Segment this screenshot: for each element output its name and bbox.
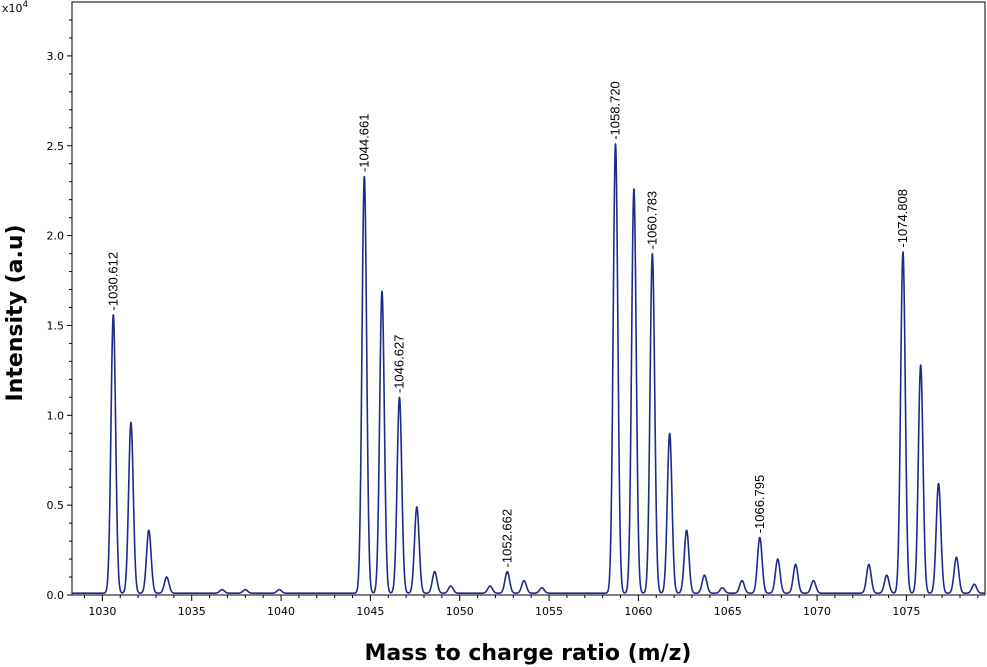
peak-labels: -1030.612 -1044.661 -1046.627 -1052.662 -105… <box>105 81 910 575</box>
x-tick-label: 1060 <box>624 605 652 618</box>
peak-label: -1044.661 <box>356 114 371 173</box>
peak-label: -1060.783 <box>644 191 659 250</box>
y-tick-label: 0.5 <box>47 499 65 512</box>
y-axis-title: Intensity (a.u) <box>3 224 28 401</box>
y-tick-label: 2.0 <box>47 230 65 243</box>
peak-point <box>758 538 761 541</box>
x-tick-label: 1055 <box>535 605 563 618</box>
peak-point <box>112 315 115 318</box>
peak-point <box>902 252 904 255</box>
peak-label: -1030.612 <box>105 252 120 311</box>
peak-label: -1066.795 <box>752 475 767 534</box>
peak-point <box>506 572 509 575</box>
y-axis: 0.0 0.5 1.0 1.5 2.0 2.5 3.0 <box>47 19 72 602</box>
y-scale-exponent: 4 <box>23 0 29 10</box>
x-tick-label: 1065 <box>714 605 742 618</box>
x-tick-label: 1040 <box>267 605 295 618</box>
spectrum-series <box>71 143 986 594</box>
x-tick-label: 1075 <box>892 605 920 618</box>
y-tick-label: 1.0 <box>47 409 65 422</box>
peak-label: -1058.720 <box>608 81 623 140</box>
y-scale-factor: x104 <box>2 0 29 15</box>
y-scale-base: x10 <box>2 2 23 15</box>
y-tick-label: 0.0 <box>47 589 65 602</box>
y-tick-label: 3.0 <box>47 50 65 63</box>
x-tick-label: 1050 <box>446 605 474 618</box>
x-tick-label: 1070 <box>803 605 831 618</box>
x-axis-title: Mass to charge ratio (m/z) <box>364 641 691 666</box>
x-tick-label: 1035 <box>178 605 206 618</box>
peak-point <box>398 398 401 400</box>
peak-point <box>363 177 366 179</box>
y-tick-label: 2.5 <box>47 140 65 153</box>
spectrum-line <box>71 143 986 594</box>
y-tick-label: 1.5 <box>47 319 65 332</box>
peak-label: -1074.808 <box>895 189 910 248</box>
peak-point <box>651 254 654 257</box>
peak-point <box>614 144 617 147</box>
x-tick-label: 1045 <box>356 605 384 618</box>
peak-label: -1046.627 <box>391 335 406 394</box>
x-axis: 1030 1035 1040 1045 1050 1055 1060 1065 1070 1075 <box>84 595 979 618</box>
x-tick-label: 1030 <box>88 605 116 618</box>
peak-label: -1052.662 <box>499 509 514 568</box>
plot-frame <box>71 1 986 596</box>
